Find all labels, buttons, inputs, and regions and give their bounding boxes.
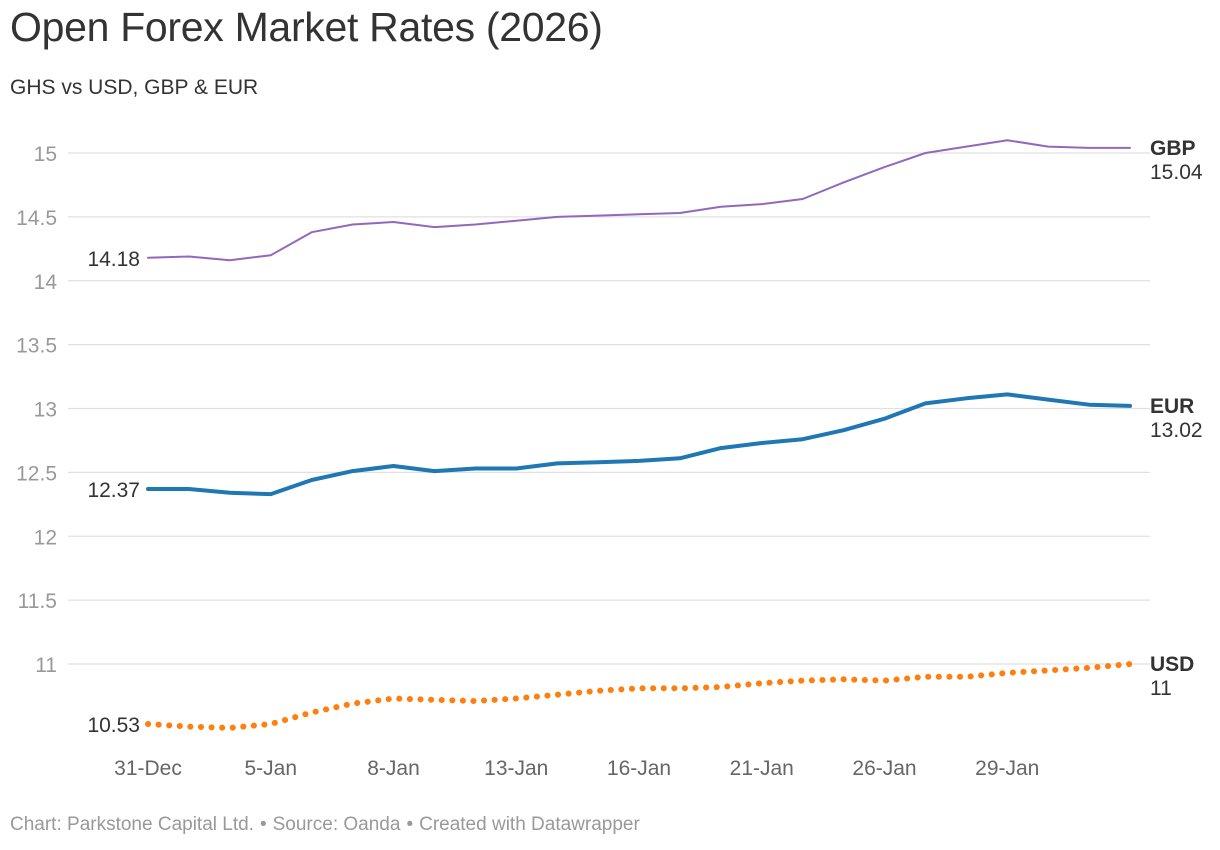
footer-separator: • — [259, 814, 267, 835]
chart-subtitle: GHS vs USD, GBP & EUR — [10, 76, 259, 99]
series-name-label: USD — [1150, 653, 1194, 676]
chart-footer: Chart: Parkstone Capital Ltd. • Source: Oa… — [10, 814, 640, 836]
created-with-credit: Created with Datawrapper — [419, 814, 640, 835]
x-tick-label: 5-Jan — [244, 757, 297, 780]
end-value-label: 11 — [1150, 677, 1172, 700]
x-tick-label: 29-Jan — [975, 757, 1039, 780]
end-value-label: 15.04 — [1150, 161, 1203, 184]
series-name-label: GBP — [1150, 137, 1196, 160]
footer-separator: • — [406, 814, 414, 835]
x-tick-label: 13-Jan — [484, 757, 548, 780]
x-tick-label: 8-Jan — [367, 757, 420, 780]
series-line-gbp — [147, 139, 1131, 262]
y-tick-label: 13.5 — [16, 335, 57, 358]
y-tick-label: 13 — [34, 399, 57, 422]
start-value-label: 10.53 — [87, 714, 140, 737]
chart-credit: Chart: Parkstone Capital Ltd. — [10, 814, 254, 835]
series-line-eur — [146, 392, 1132, 497]
series-name-label: EUR — [1150, 395, 1194, 418]
line-chart: 11 11.5 12 12.5 13 13.5 14 14.5 15 31-Dec 5-Jan 8-J… — [16, 137, 1203, 780]
start-value-label: 14.18 — [87, 248, 140, 271]
y-tick-label: 14.5 — [16, 207, 57, 230]
y-tick-label: 11.5 — [18, 590, 57, 613]
end-value-label: 13.02 — [1150, 419, 1203, 442]
x-tick-label: 31-Dec — [114, 757, 182, 780]
y-tick-label: 12 — [34, 526, 57, 549]
y-tick-label: 11 — [35, 654, 57, 677]
x-tick-label: 21-Jan — [730, 757, 794, 780]
start-value-label: 12.37 — [87, 479, 140, 502]
source-credit: Source: Oanda — [272, 814, 401, 835]
y-tick-label: 12.5 — [16, 462, 57, 485]
series-line-usd — [145, 661, 1133, 731]
x-tick-label: 26-Jan — [852, 757, 916, 780]
y-tick-label: 15 — [34, 143, 57, 166]
x-tick-label: 16-Jan — [607, 757, 671, 780]
chart-title: Open Forex Market Rates (2026) — [10, 4, 603, 50]
y-tick-label: 14 — [34, 271, 58, 294]
